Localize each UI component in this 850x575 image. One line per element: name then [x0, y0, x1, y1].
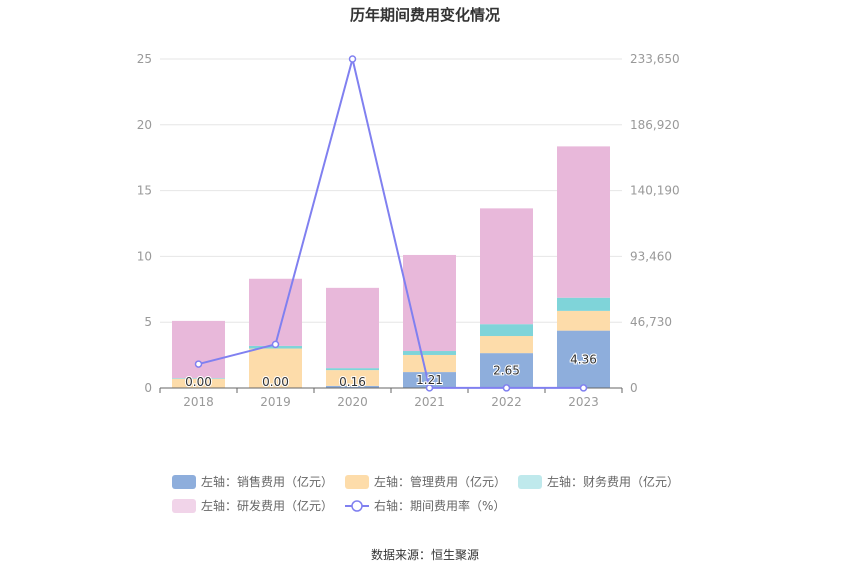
sales-data-label: 0.16: [339, 375, 366, 389]
right-tick-label: 0: [630, 381, 638, 395]
bar-segment-4: [480, 208, 533, 325]
left-tick-label: 15: [137, 184, 152, 198]
bar-segment-1: [480, 353, 533, 388]
sales-data-label: 4.36: [570, 352, 597, 366]
bar-segment-2: [172, 378, 225, 388]
bar-segment-4: [249, 278, 302, 346]
legend-label: 右轴：期间费用率（%）: [374, 498, 505, 513]
legend-label: 左轴：销售费用（亿元）: [201, 474, 333, 489]
bar-segment-2: [326, 370, 379, 386]
sales-data-label: 0.00: [262, 375, 289, 389]
bar-segment-4: [403, 254, 456, 352]
bar-segment-4: [172, 320, 225, 379]
bar-segment-4: [557, 146, 610, 298]
legend: 左轴：销售费用（亿元） 左轴：管理费用（亿元） 左轴：财务费用（亿元） 左轴：研发费用…: [172, 474, 679, 513]
left-tick-label: 25: [137, 52, 152, 66]
line-series: [194, 55, 588, 392]
sales-data-label: 0.00: [185, 375, 212, 389]
expense-rate-point: [502, 384, 511, 392]
legend-swatch: [345, 475, 369, 489]
bar-segment-3: [480, 324, 533, 337]
bar-segment-2: [557, 310, 610, 331]
x-tick-label: 2022: [491, 395, 522, 409]
left-tick-label: 10: [137, 249, 152, 263]
bar-segment-4: [326, 287, 379, 369]
legend-circle-swatch: [351, 500, 363, 512]
x-tick-label: 2018: [183, 395, 214, 409]
expense-rate-point: [271, 340, 280, 349]
chart-title: 历年期间费用变化情况: [350, 6, 500, 24]
x-tick-label: 2023: [568, 395, 599, 409]
grid: [160, 58, 622, 323]
x-tick-label: 2020: [337, 395, 368, 409]
bar-segment-1: [403, 372, 456, 388]
right-tick-label: 140,190: [630, 184, 680, 198]
bar-segment-3: [403, 351, 456, 355]
bars: [172, 146, 610, 388]
legend-label: 左轴：财务费用（亿元）: [547, 474, 679, 489]
sales-data-label: 2.65: [493, 364, 520, 378]
x-axis-ticks: 2018 2019 2020 2021 2022 2023: [159, 388, 623, 409]
right-axis-ticks: 0 46,730 93,460 140,190 186,920 233,650: [630, 52, 680, 395]
legend-swatch: [172, 499, 196, 513]
bar-segment-1: [326, 385, 379, 388]
right-tick-label: 186,920: [630, 118, 680, 132]
sales-data-label: 1.21: [416, 373, 443, 387]
left-axis-ticks: 0 5 10 15 20 25: [137, 52, 152, 395]
expense-rate-line: [198, 58, 584, 389]
source-note: 数据来源：恒生聚源: [371, 547, 479, 562]
legend-label: 左轴：研发费用（亿元）: [201, 498, 333, 513]
legend-label: 左轴：管理费用（亿元）: [374, 474, 506, 489]
bar-segment-2: [403, 354, 456, 373]
bar-segment-3: [172, 378, 225, 379]
bar-segment-2: [249, 348, 302, 388]
left-tick-label: 0: [144, 381, 152, 395]
bar-segment-1: [557, 330, 610, 388]
x-tick-label: 2021: [414, 395, 445, 409]
right-tick-label: 46,730: [630, 315, 672, 329]
right-tick-label: 233,650: [630, 52, 680, 66]
expense-rate-point: [425, 384, 434, 392]
expense-rate-point: [579, 384, 588, 392]
x-tick-label: 2019: [260, 395, 291, 409]
data-labels: 0.00 0.00 0.16 1.21 2.65 4.36: [184, 351, 598, 390]
bar-segment-2: [480, 336, 533, 354]
left-tick-label: 20: [137, 118, 152, 132]
bar-segment-3: [557, 297, 610, 311]
expense-rate-point: [194, 360, 203, 368]
expense-rate-point: [348, 55, 357, 63]
legend-swatch: [518, 475, 542, 489]
right-tick-label: 93,460: [630, 249, 672, 263]
left-tick-label: 5: [144, 315, 152, 329]
legend-swatch: [172, 475, 196, 489]
bar-segment-3: [326, 368, 379, 371]
